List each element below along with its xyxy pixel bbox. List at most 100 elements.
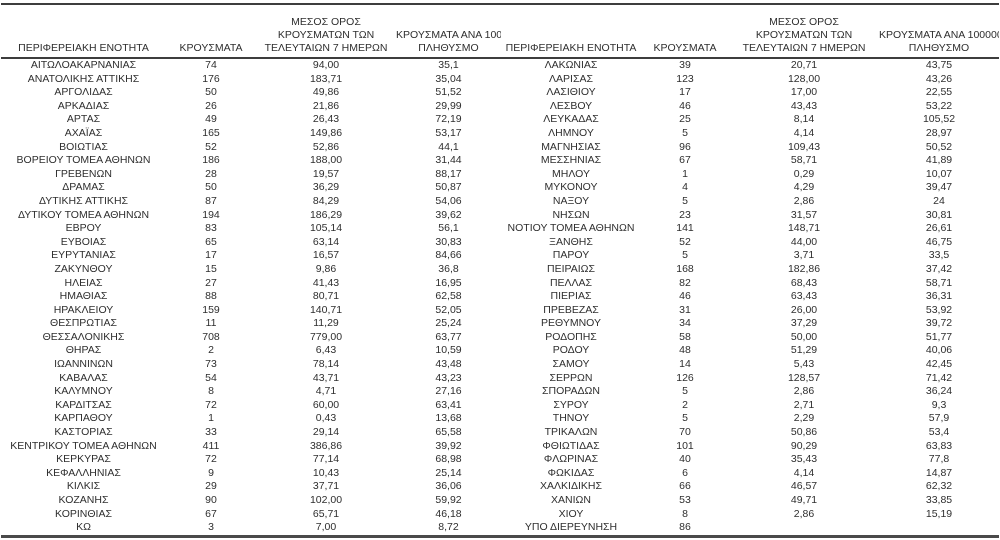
- header-row: ΠΕΡΙΦΕΡΕΙΑΚΗ ΕΝΟΤΗΤΑ ΚΡΟΥΣΜΑΤΑ ΜΕΣΟΣ ΟΡΟ…: [1, 4, 999, 59]
- cases-count: 165: [202, 126, 220, 139]
- region-name: ΚΑΣΤΟΡΙΑΣ: [54, 426, 113, 439]
- table-row: ΑΡΓΟΛΙΔΑΣ 50 49,86 51,52 ΛΑΣΙΘΙΟΥ 17 17,00 22,5…: [1, 86, 999, 100]
- avg-7day-cases: 7,00: [315, 521, 337, 534]
- cases-per-100k: 33,85: [925, 494, 953, 506]
- cases-per-100k: 27,16: [435, 385, 462, 398]
- region-name: ΚΩ: [76, 521, 91, 534]
- avg-7day-cases: 49,71: [790, 494, 818, 506]
- cases-per-100k: 46,18: [435, 507, 462, 520]
- region-name: ΣΠΟΡΑΔΩΝ: [542, 385, 600, 398]
- region-name: ΑΝΑΤΟΛΙΚΗΣ ΑΤΤΙΚΗΣ: [27, 72, 140, 85]
- region-name: ΣΕΡΡΩΝ: [549, 371, 593, 384]
- table-row: ΚΟΖΑΝΗΣ 90 102,00 59,92 ΧΑΝΙΩΝ 53 49,71 33,85: [1, 494, 999, 508]
- avg-7day-cases: 3,71: [793, 249, 815, 262]
- col-header-cases-right: ΚΡΟΥΣΜΑΤΑ: [641, 4, 729, 59]
- cases-per-100k: 50,87: [435, 181, 462, 194]
- cases-per-100k: 30,81: [925, 208, 953, 221]
- region-name: ΕΒΡΟΥ: [65, 222, 102, 235]
- cases-count: 67: [205, 507, 217, 520]
- region-name: ΑΡΤΑΣ: [66, 113, 101, 126]
- region-name: ΦΩΚΙΔΑΣ: [547, 466, 595, 479]
- cases-count: 87: [205, 194, 217, 207]
- cases-count: 26: [205, 99, 217, 112]
- avg-7day-cases: 2,86: [793, 507, 815, 520]
- region-name: ΤΗΝΟΥ: [552, 412, 590, 425]
- avg-7day-cases: 2,71: [793, 398, 815, 411]
- col-header-avg7-right: ΜΕΣΟΣ ΟΡΟΣ ΚΡΟΥΣΜΑΤΩΝ ΤΩΝ ΤΕΛΕΥΤΑΙΩΝ 7 Η…: [729, 4, 879, 59]
- header-line: ΠΛΗΘΥΣΜΟ: [908, 42, 970, 54]
- cases-per-100k: 63,83: [925, 439, 953, 452]
- table-row: ΔΡΑΜΑΣ 50 36,29 50,87 ΜΥΚΟΝΟΥ 4 4,29 39,47: [1, 181, 999, 195]
- avg-7day-cases: 90,29: [790, 439, 818, 452]
- cases-per-100k: 77,8: [928, 453, 950, 466]
- cases-per-100k: 25,14: [435, 466, 462, 479]
- cases-per-100k: 65,58: [435, 426, 462, 439]
- region-name: ΚΑΛΥΜΝΟΥ: [54, 385, 113, 398]
- region-name: ΚΟΡΙΝΘΙΑΣ: [55, 507, 112, 520]
- avg-7day-cases: 78,14: [312, 358, 340, 371]
- cases-count: 8: [682, 507, 688, 520]
- cases-per-100k: 30,83: [435, 235, 462, 248]
- avg-7day-cases: 52,86: [312, 140, 340, 153]
- table-row: ΚΕΡΚΥΡΑΣ 72 77,14 68,98 ΦΛΩΡΙΝΑΣ 40 35,43 77,8: [1, 453, 999, 467]
- table-row: ΗΜΑΘΙΑΣ 88 80,71 62,58 ΠΙΕΡΙΑΣ 46 63,43 36,31: [1, 290, 999, 304]
- avg-7day-cases: 0,29: [793, 167, 815, 180]
- table-row: ΑΡΤΑΣ 49 26,43 72,19 ΛΕΥΚΑΔΑΣ 25 8,14 105,52: [1, 113, 999, 127]
- cases-per-100k: 68,98: [435, 453, 462, 466]
- cases-count: 101: [676, 439, 694, 452]
- cases-per-100k: 31,44: [435, 154, 462, 167]
- region-name: ΑΡΓΟΛΙΔΑΣ: [54, 86, 113, 99]
- cases-per-100k: 36,31: [925, 290, 953, 303]
- region-name: ΤΡΙΚΑΛΩΝ: [544, 426, 598, 439]
- cases-per-100k: 46,75: [925, 235, 953, 248]
- cases-per-100k: 43,48: [435, 358, 462, 371]
- cases-per-100k: 43,26: [925, 72, 953, 85]
- header-line: ΠΛΗΘΥΣΜΟ: [418, 42, 479, 54]
- region-name: ΛΕΥΚΑΔΑΣ: [543, 113, 599, 126]
- region-name: ΚΕΡΚΥΡΑΣ: [56, 453, 111, 466]
- cases-per-100k: 40,06: [925, 344, 953, 357]
- cases-count: 11: [205, 317, 217, 330]
- cases-per-100k: 53,4: [928, 426, 950, 439]
- cases-per-100k: 44,1: [438, 140, 459, 153]
- cases-per-100k: 10,59: [435, 344, 462, 357]
- table-row: ΑΝΑΤΟΛΙΚΗΣ ΑΤΤΙΚΗΣ 176 183,71 35,04 ΛΑΡΙΣΑΣ 1…: [1, 73, 999, 87]
- cases-per-100k: 9,3: [931, 398, 947, 411]
- avg-7day-cases: 2,86: [793, 385, 815, 398]
- avg-7day-cases: 77,14: [312, 453, 340, 466]
- cases-count: 72: [205, 453, 217, 466]
- avg-7day-cases: 19,57: [312, 167, 340, 180]
- cases-per-100k: 88,17: [435, 167, 462, 180]
- table-row: ΚΑΣΤΟΡΙΑΣ 33 29,14 65,58 ΤΡΙΚΑΛΩΝ 70 50,86 53,4: [1, 426, 999, 440]
- cases-per-100k: 24: [933, 194, 945, 207]
- cases-count: 88: [205, 290, 217, 303]
- table-row: ΑΡΚΑΔΙΑΣ 26 21,86 29,99 ΛΕΣΒΟΥ 46 43,43 53,22: [1, 100, 999, 114]
- avg-7day-cases: 94,00: [312, 59, 340, 71]
- cases-per-100k: 42,45: [925, 358, 953, 371]
- region-name: ΚΟΖΑΝΗΣ: [58, 494, 109, 506]
- region-name: ΕΥΡΥΤΑΝΙΑΣ: [51, 249, 116, 262]
- cases-per-100k: 62,58: [435, 290, 462, 303]
- table-row: ΚΑΡΠΑΘΟΥ 1 0,43 13,68 ΤΗΝΟΥ 5 2,29 57,9: [1, 412, 999, 426]
- cases-per-100k: 39,62: [435, 208, 462, 221]
- cases-per-100k: 16,95: [435, 276, 462, 289]
- cases-per-100k: 22,55: [925, 86, 953, 99]
- region-name: ΚΕΝΤΡΙΚΟΥ ΤΟΜΕΑ ΑΘΗΝΩΝ: [10, 439, 157, 452]
- cases-per-100k: 13,68: [435, 412, 462, 425]
- region-name: ΥΠΟ ΔΙΕΡΕΥΝΗΣΗ: [524, 521, 618, 534]
- region-name: ΠΑΡΟΥ: [552, 249, 590, 262]
- cases-per-100k: 39,72: [925, 317, 953, 330]
- avg-7day-cases: 63,43: [790, 290, 818, 303]
- cases-count: 67: [679, 154, 691, 167]
- cases-count: 5: [682, 412, 688, 425]
- cases-count: 708: [202, 330, 220, 343]
- table-row: ΔΥΤΙΚΗΣ ΑΤΤΙΚΗΣ 87 84,29 54,06 ΝΑΞΟΥ 5 2,86 24: [1, 195, 999, 209]
- region-name: ΛΕΣΒΟΥ: [549, 99, 593, 112]
- cases-per-100k: 105,52: [922, 113, 956, 126]
- cases-count: 83: [205, 222, 217, 235]
- region-name: ΛΑΣΙΘΙΟΥ: [546, 86, 596, 99]
- avg-7day-cases: 140,71: [309, 303, 343, 316]
- cases-count: 82: [679, 276, 691, 289]
- avg-7day-cases: 35,43: [790, 453, 818, 466]
